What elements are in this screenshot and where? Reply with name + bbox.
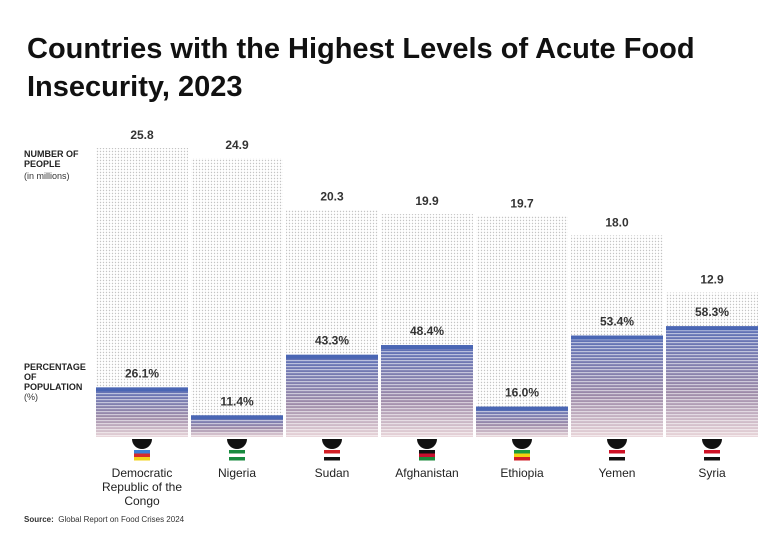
source-label: Source: — [24, 515, 54, 524]
percent-bar-lines — [381, 345, 473, 437]
flag — [704, 453, 720, 457]
people-label: 19.7 — [510, 196, 534, 210]
flag — [609, 453, 625, 457]
people-label: 24.9 — [225, 138, 249, 152]
category-label: Afghanistan — [395, 466, 459, 480]
flag-circle — [322, 439, 342, 449]
percent-bar-lines — [571, 335, 663, 437]
flag — [134, 453, 150, 457]
percent-label: 53.4% — [600, 315, 634, 329]
flag-circle — [702, 439, 722, 449]
percent-label: 48.4% — [410, 324, 444, 338]
flag-circle — [227, 439, 247, 449]
percent-bar-lines — [476, 406, 568, 437]
flag — [514, 457, 530, 461]
percent-label: 16.0% — [505, 386, 539, 400]
people-label: 18.0 — [605, 215, 629, 229]
flag — [324, 453, 340, 457]
percent-bar-lines — [191, 415, 283, 437]
legend-people: NUMBER OF PEOPLE — [24, 149, 79, 169]
flag — [514, 453, 530, 457]
people-label: 19.9 — [415, 194, 439, 208]
flag — [609, 457, 625, 461]
flag — [704, 450, 720, 454]
flag — [229, 453, 245, 457]
flag — [704, 457, 720, 461]
source: Source: Global Report on Food Crises 202… — [24, 515, 184, 524]
flag-circle — [512, 439, 532, 449]
percent-bar-top — [286, 354, 378, 359]
people-label: 20.3 — [320, 190, 344, 204]
flag — [609, 450, 625, 454]
flag — [134, 450, 150, 454]
percent-bar-top — [96, 387, 188, 392]
flag — [134, 457, 150, 461]
source-text: Global Report on Food Crises 2024 — [58, 515, 185, 524]
people-bar — [476, 216, 568, 437]
people-label: 25.8 — [130, 128, 154, 142]
percent-bar-lines — [96, 387, 188, 437]
people-label: 12.9 — [700, 273, 724, 287]
chart-title: Countries with the Highest Levels of Acu… — [27, 33, 695, 103]
flag — [324, 450, 340, 454]
legend-percent: PERCENTAGE OF POPULATION — [24, 362, 86, 392]
percent-bar-top — [381, 345, 473, 350]
flag — [419, 450, 435, 454]
flag-circle — [607, 439, 627, 449]
percent-bar-top — [476, 406, 568, 411]
category-label: Sudan — [314, 466, 350, 480]
category-label: Syria — [698, 466, 726, 480]
flag — [514, 450, 530, 454]
percent-bar-top — [571, 335, 663, 340]
category-label: Democratic Republic of the Congo — [101, 466, 183, 508]
percent-bar-lines — [286, 354, 378, 437]
people-bar — [191, 158, 283, 437]
category-label: Ethiopia — [500, 466, 544, 480]
flag-circle — [132, 439, 152, 449]
flag — [229, 450, 245, 454]
percent-bar-top — [666, 326, 758, 331]
percent-label: 26.1% — [125, 366, 159, 380]
flag — [419, 457, 435, 461]
percent-bar-top — [191, 415, 283, 420]
percent-label: 58.3% — [695, 305, 729, 319]
legend-percent-unit: (%) — [24, 392, 38, 402]
flag — [324, 457, 340, 461]
legend-people-unit: (in millions) — [24, 171, 70, 181]
percent-bar-lines — [666, 326, 758, 437]
category-label: Yemen — [598, 466, 636, 480]
percent-label: 11.4% — [220, 394, 254, 408]
flag — [229, 457, 245, 461]
flag — [419, 453, 435, 457]
category-label: Nigeria — [217, 466, 256, 480]
percent-label: 43.3% — [315, 334, 349, 348]
flag-circle — [417, 439, 437, 449]
